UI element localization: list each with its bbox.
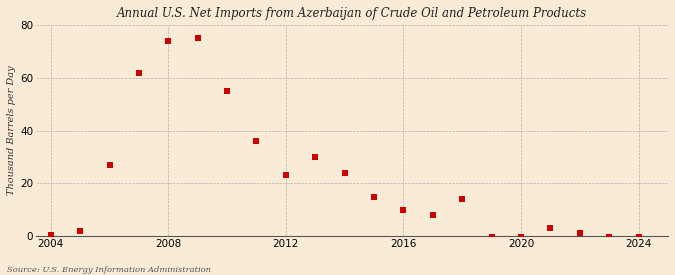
Point [251, 139, 262, 143]
Point [45, 232, 56, 237]
Point [545, 226, 556, 230]
Point [604, 235, 615, 240]
Point [221, 89, 232, 93]
Point [75, 229, 86, 233]
Point [134, 70, 144, 75]
Point [369, 194, 379, 199]
Text: Source: U.S. Energy Information Administration: Source: U.S. Energy Information Administ… [7, 266, 211, 274]
Point [310, 155, 321, 159]
Point [192, 36, 203, 41]
Point [104, 163, 115, 167]
Point [427, 213, 438, 217]
Point [281, 173, 292, 178]
Point [163, 39, 173, 43]
Y-axis label: Thousand Barrels per Day: Thousand Barrels per Day [7, 66, 16, 196]
Point [340, 170, 350, 175]
Point [633, 235, 644, 240]
Title: Annual U.S. Net Imports from Azerbaijan of Crude Oil and Petroleum Products: Annual U.S. Net Imports from Azerbaijan … [117, 7, 587, 20]
Point [516, 235, 526, 240]
Point [486, 235, 497, 240]
Point [457, 197, 468, 201]
Point [398, 207, 409, 212]
Point [574, 231, 585, 236]
